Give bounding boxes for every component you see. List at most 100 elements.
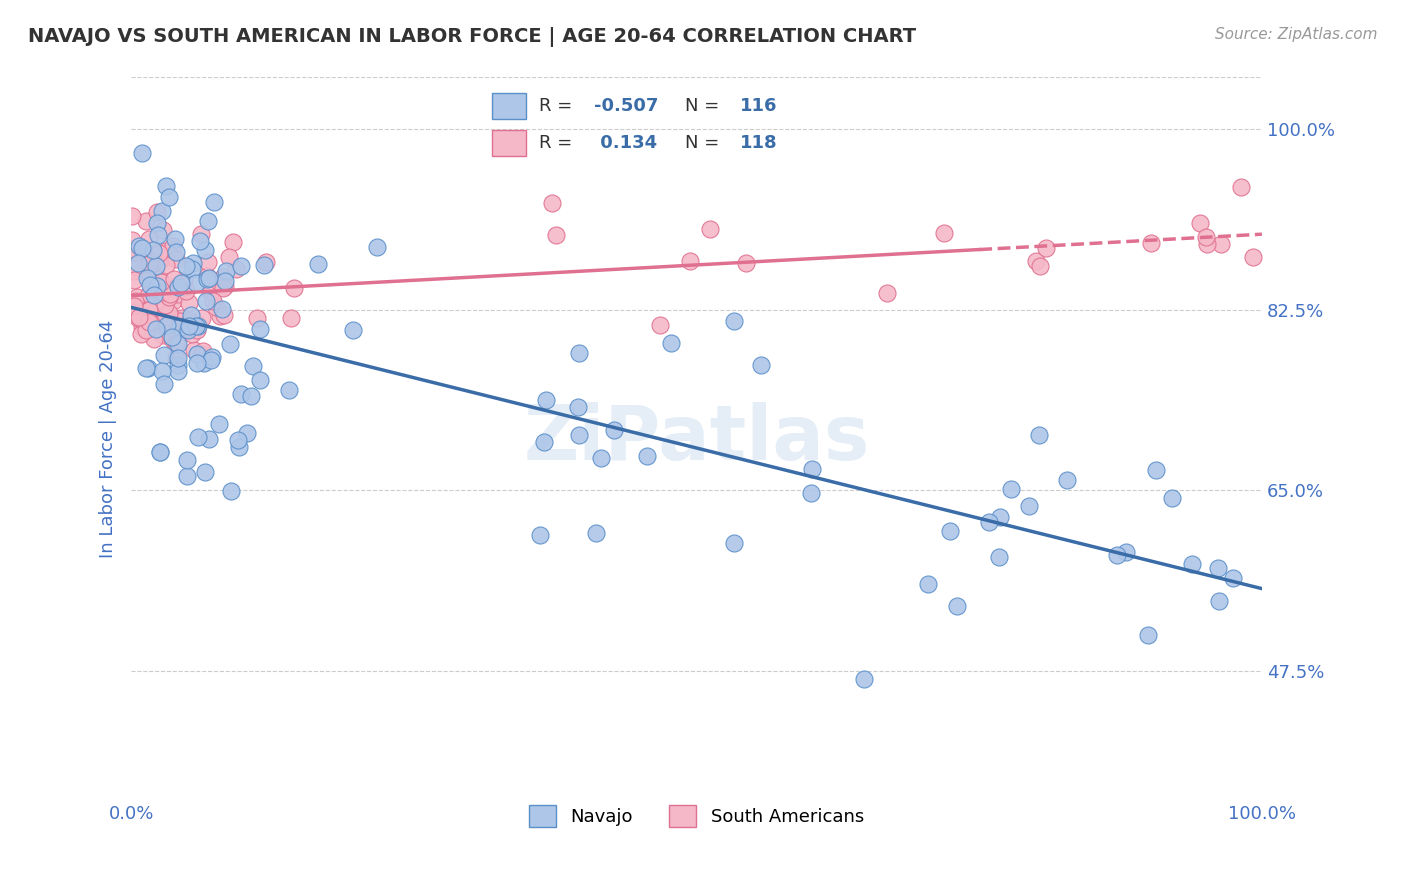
- Point: [134, 244, 156, 259]
- Point: [122, 244, 145, 259]
- Point: [191, 343, 214, 358]
- Point: [342, 323, 364, 337]
- Point: [134, 313, 156, 327]
- Point: [589, 450, 612, 465]
- Point: [174, 285, 197, 299]
- Point: [142, 264, 165, 278]
- Point: [194, 465, 217, 479]
- Point: [186, 277, 208, 291]
- Point: [131, 241, 153, 255]
- Point: [979, 515, 1001, 529]
- Point: [135, 213, 157, 227]
- Point: [723, 536, 745, 550]
- Point: [155, 244, 177, 259]
- Point: [122, 305, 145, 319]
- Point: [1136, 628, 1159, 642]
- Point: [157, 190, 180, 204]
- Point: [585, 525, 607, 540]
- Point: [253, 258, 276, 272]
- Point: [148, 253, 170, 268]
- Point: [153, 348, 176, 362]
- Point: [211, 301, 233, 316]
- Point: [988, 509, 1011, 524]
- Point: [145, 322, 167, 336]
- Point: [157, 244, 180, 259]
- Point: [214, 274, 236, 288]
- Point: [149, 444, 172, 458]
- Point: [1025, 254, 1047, 268]
- Point: [1107, 548, 1129, 562]
- Point: [180, 327, 202, 342]
- Point: [167, 364, 190, 378]
- Point: [128, 239, 150, 253]
- Point: [163, 232, 186, 246]
- Point: [143, 287, 166, 301]
- Point: [186, 347, 208, 361]
- Point: [156, 318, 179, 332]
- Point: [121, 233, 143, 247]
- Point: [162, 332, 184, 346]
- Point: [229, 259, 252, 273]
- Point: [165, 335, 187, 350]
- Point: [125, 290, 148, 304]
- Point: [801, 462, 824, 476]
- Point: [162, 294, 184, 309]
- Point: [159, 306, 181, 320]
- Point: [852, 673, 875, 687]
- Point: [229, 387, 252, 401]
- Point: [988, 550, 1011, 565]
- Point: [166, 350, 188, 364]
- Point: [169, 319, 191, 334]
- Point: [155, 258, 177, 272]
- Point: [280, 311, 302, 326]
- Point: [207, 417, 229, 431]
- Point: [150, 364, 173, 378]
- Point: [141, 317, 163, 331]
- Point: [179, 313, 201, 327]
- Point: [225, 262, 247, 277]
- Point: [568, 346, 591, 360]
- Point: [136, 316, 159, 330]
- Point: [734, 256, 756, 270]
- Point: [127, 256, 149, 270]
- Point: [219, 336, 242, 351]
- Point: [197, 214, 219, 228]
- Point: [138, 273, 160, 287]
- Point: [876, 285, 898, 300]
- Point: [138, 232, 160, 246]
- Point: [1209, 236, 1232, 251]
- Point: [149, 275, 172, 289]
- Point: [202, 194, 225, 209]
- Point: [934, 226, 956, 240]
- Point: [149, 271, 172, 285]
- Point: [138, 317, 160, 331]
- Point: [1000, 483, 1022, 497]
- Point: [169, 313, 191, 327]
- Text: NAVAJO VS SOUTH AMERICAN IN LABOR FORCE | AGE 20-64 CORRELATION CHART: NAVAJO VS SOUTH AMERICAN IN LABOR FORCE …: [28, 27, 917, 46]
- Point: [242, 359, 264, 373]
- Point: [186, 319, 208, 334]
- Point: [122, 263, 145, 277]
- Point: [187, 318, 209, 333]
- Point: [157, 289, 180, 303]
- Point: [1144, 463, 1167, 477]
- Point: [167, 337, 190, 351]
- Point: [155, 178, 177, 193]
- Point: [249, 322, 271, 336]
- Point: [277, 383, 299, 397]
- Point: [146, 279, 169, 293]
- Point: [149, 445, 172, 459]
- Point: [187, 430, 209, 444]
- Point: [191, 347, 214, 361]
- Point: [603, 423, 626, 437]
- Point: [1195, 229, 1218, 244]
- Point: [1140, 236, 1163, 251]
- Point: [163, 272, 186, 286]
- Point: [136, 360, 159, 375]
- Point: [121, 242, 143, 256]
- Point: [166, 280, 188, 294]
- Point: [228, 440, 250, 454]
- Point: [198, 432, 221, 446]
- Point: [170, 277, 193, 291]
- Point: [678, 253, 700, 268]
